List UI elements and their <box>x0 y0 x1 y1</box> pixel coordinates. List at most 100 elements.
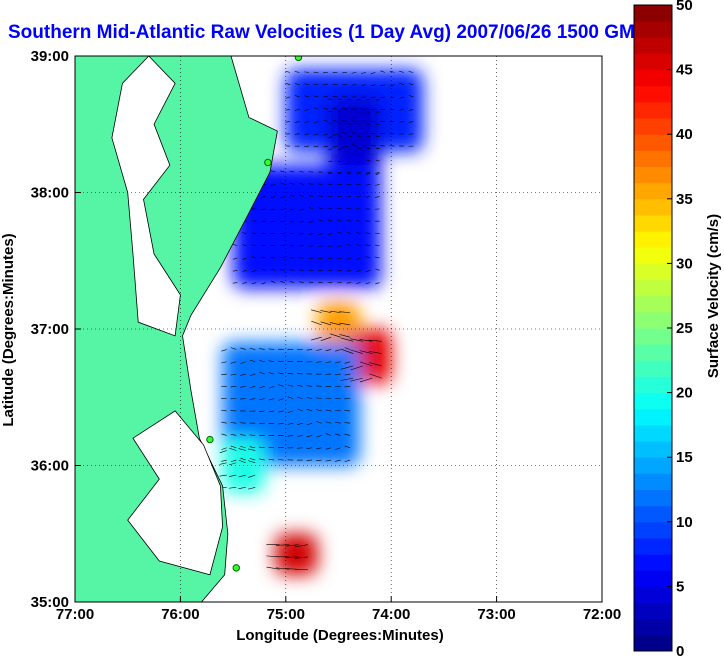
vector-arrow <box>232 270 238 272</box>
vector-arrow <box>344 459 351 463</box>
vector-arrow <box>318 207 323 210</box>
vector-arrow <box>350 349 363 354</box>
vector-arrow <box>359 350 373 354</box>
vector-arrow <box>344 347 351 350</box>
vector-arrow <box>294 95 300 98</box>
vector-arrow <box>320 336 332 341</box>
colorbar-swatch <box>634 489 672 507</box>
vector-arrow <box>375 159 380 162</box>
vector-arrow <box>375 196 380 198</box>
vector-arrow <box>275 567 289 570</box>
vector-arrow <box>356 282 361 284</box>
vector-arrow <box>375 171 380 174</box>
vector-arrow <box>327 245 333 248</box>
colorbar-swatch <box>634 424 672 442</box>
vector-arrow <box>289 170 295 173</box>
y-tick-label: 38:00 <box>31 185 69 202</box>
vector-arrow <box>399 108 404 111</box>
vector-arrow <box>299 195 304 197</box>
vector-arrow <box>304 95 310 98</box>
vector-arrow <box>389 84 395 87</box>
vector-arrow <box>294 108 300 111</box>
vector-arrow <box>339 311 351 313</box>
colorbar-swatch <box>634 441 672 458</box>
vector-arrow <box>306 435 313 438</box>
colorbar-swatch <box>634 618 672 636</box>
vector-arrow <box>356 171 361 174</box>
vector-arrow <box>304 83 310 85</box>
y-tick-label: 36:00 <box>31 458 69 475</box>
chesapeake-bay <box>111 56 181 337</box>
vector-arrow <box>261 282 266 285</box>
vector-arrow <box>325 361 332 363</box>
vector-arrow <box>270 280 276 283</box>
vector-arrow <box>366 147 371 150</box>
colorbar-swatch <box>634 311 672 329</box>
vector-arrow <box>240 446 246 449</box>
vector-arrow <box>356 184 361 186</box>
vector-arrow <box>325 421 332 424</box>
vector-arrow <box>370 72 376 75</box>
vector-arrow <box>259 410 265 412</box>
vector-arrow <box>280 269 285 271</box>
vector-arrow <box>247 487 256 490</box>
vector-arrow <box>268 410 275 413</box>
vector-arrow <box>318 219 323 222</box>
vector-arrow <box>249 446 256 449</box>
y-tick-label: 37:00 <box>31 321 69 338</box>
colorbar-swatch <box>634 37 672 54</box>
vector-arrow <box>285 544 299 547</box>
vector-arrow <box>268 372 275 375</box>
vector-arrow <box>335 361 341 364</box>
vector-arrow <box>280 196 285 199</box>
vector-arrow <box>287 422 294 425</box>
vector-arrow <box>327 257 333 260</box>
vector-arrow <box>297 447 303 449</box>
vector-arrow <box>306 397 313 399</box>
colorbar-tick-label: 45 <box>676 62 693 79</box>
vector-arrow <box>308 233 314 235</box>
colorbar-label: Surface Velocity (cm/s) <box>705 214 722 378</box>
vector-arrow <box>285 108 291 111</box>
vector-arrow <box>334 373 341 376</box>
vector-arrow <box>238 448 246 451</box>
vector-arrow <box>365 184 371 186</box>
vector-arrow <box>278 372 284 375</box>
vector-arrow <box>325 459 332 462</box>
vector-arrow <box>248 460 256 464</box>
vector-arrow <box>287 396 294 399</box>
vector-arrow <box>335 349 341 352</box>
vector-arrow <box>251 282 257 284</box>
vector-arrow <box>278 459 284 461</box>
vector-arrow <box>375 147 380 150</box>
vector-arrow <box>270 184 276 187</box>
vector-arrow <box>299 171 304 173</box>
vector-arrow <box>337 160 342 163</box>
vector-arrow <box>318 233 323 235</box>
vector-arrow <box>232 282 238 284</box>
vector-arrows <box>219 70 414 570</box>
vector-arrow <box>344 445 351 449</box>
vector-arrow <box>346 257 352 260</box>
vector-arrow <box>316 409 322 412</box>
vector-arrow <box>268 386 275 389</box>
vector-arrow <box>287 410 294 413</box>
vector-arrow <box>323 107 329 110</box>
vector-arrow <box>346 282 352 284</box>
vector-arrow <box>268 348 275 350</box>
vector-arrow <box>232 243 238 247</box>
vector-arrow <box>229 462 237 466</box>
vector-arrow <box>370 96 376 98</box>
vector-arrow <box>327 207 333 210</box>
colorbar-swatch <box>634 360 672 377</box>
vector-arrow <box>308 245 314 247</box>
vector-arrow <box>350 365 363 371</box>
vector-arrow <box>230 459 237 463</box>
vector-arrow <box>242 244 247 247</box>
velocity-region-2 <box>327 96 381 179</box>
vector-arrow <box>304 108 310 112</box>
vector-arrow <box>316 435 322 438</box>
vector-arrow <box>365 282 371 284</box>
vector-arrow <box>259 386 265 389</box>
vector-arrow <box>219 450 227 454</box>
